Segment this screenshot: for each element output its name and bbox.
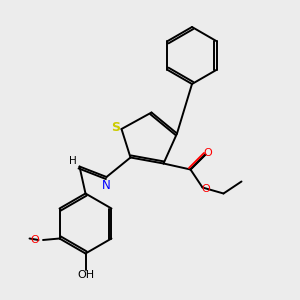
- Text: O: O: [203, 148, 212, 158]
- Text: N: N: [102, 179, 111, 192]
- Text: OH: OH: [77, 270, 94, 280]
- Text: H: H: [69, 156, 77, 166]
- Text: O: O: [201, 184, 210, 194]
- Text: S: S: [112, 121, 121, 134]
- Text: O: O: [30, 235, 39, 245]
